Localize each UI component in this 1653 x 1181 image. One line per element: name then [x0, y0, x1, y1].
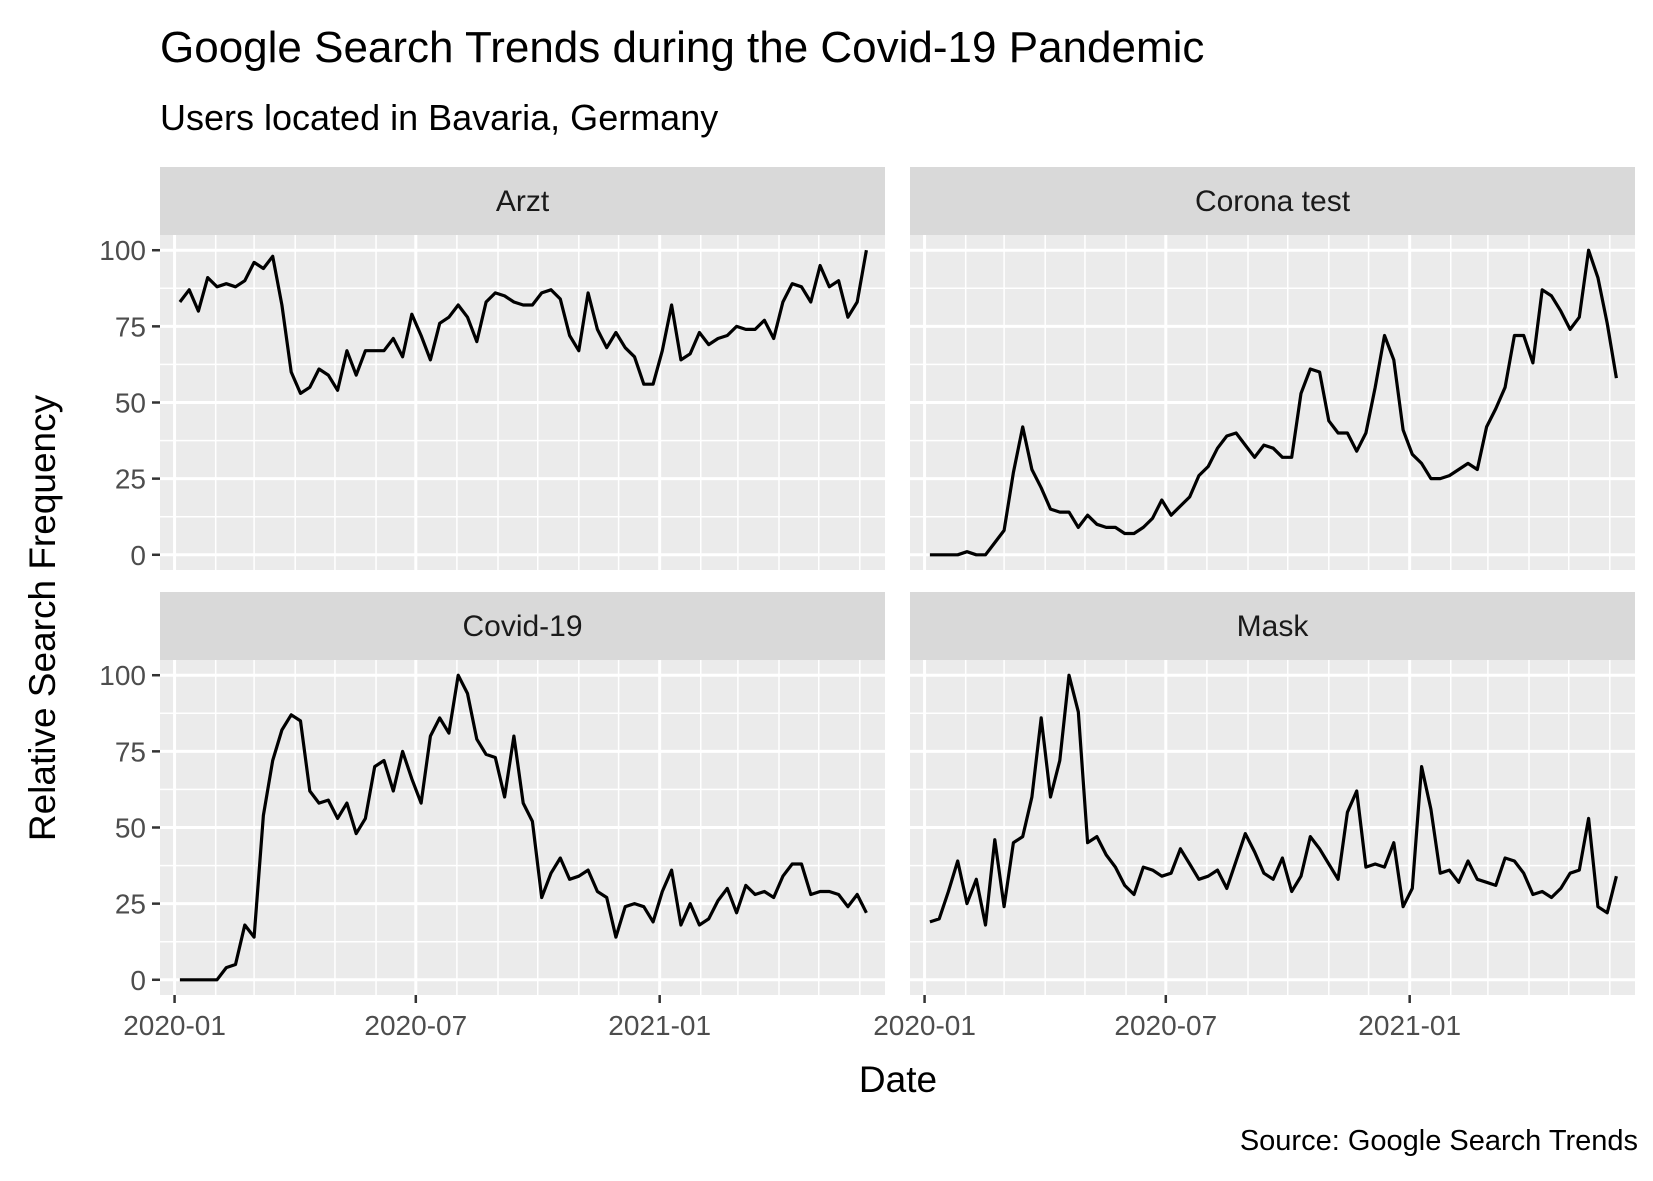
- chart-title: Google Search Trends during the Covid-19…: [160, 23, 1204, 72]
- y-tick-label: 75: [115, 736, 146, 767]
- facet-strip: [910, 167, 1635, 235]
- y-tick-label: 100: [99, 235, 146, 266]
- x-tick-label: 2021-01: [608, 1010, 711, 1041]
- x-tick-label: 2020-07: [364, 1010, 467, 1041]
- series-line-corona-test: [929, 248, 1618, 557]
- x-tick-label: 2021-01: [1358, 1010, 1461, 1041]
- x-tick-label: 2020-01: [123, 1010, 226, 1041]
- facet-panel: Corona test: [910, 167, 1635, 570]
- facet-strip: [160, 592, 885, 660]
- y-tick-label: 50: [115, 388, 146, 419]
- y-axis-title: Relative Search Frequency: [22, 394, 63, 841]
- y-tick-label: 0: [130, 965, 146, 996]
- x-tick-label: 2020-07: [1114, 1010, 1217, 1041]
- facet-panel: Mask 2020-01 2020-07 2021-01: [873, 592, 1635, 1041]
- facet-panel: Covid-19 0 25 50 75 100 2020-01 2020-07 2021-01: [99, 592, 885, 1041]
- facet-strip: [160, 167, 885, 235]
- facet-label: Arzt: [496, 185, 550, 218]
- y-tick-label: 50: [115, 813, 146, 844]
- facet-label: Covid-19: [462, 610, 582, 643]
- facet-label: Corona test: [1195, 185, 1351, 218]
- facet-panel: Arzt 0 25 50 75 100: [99, 167, 885, 571]
- y-tick-label: 25: [115, 464, 146, 495]
- facet-strip: [910, 592, 1635, 660]
- y-tick-label: 75: [115, 311, 146, 342]
- x-tick-label: 2020-01: [873, 1010, 976, 1041]
- facet-panels: Arzt 0 25 50 75 100 Corona test Covid-19 0 25 50 75…: [99, 167, 1635, 1041]
- series-line-arzt: [178, 249, 868, 395]
- chart-caption: Source: Google Search Trends: [1240, 1125, 1638, 1157]
- chart-subtitle: Users located in Bavaria, Germany: [160, 97, 718, 138]
- facet-label: Mask: [1237, 610, 1310, 643]
- x-axis-title: Date: [859, 1059, 937, 1100]
- y-tick-label: 0: [130, 540, 146, 571]
- series-line-mask: [929, 673, 1618, 927]
- y-tick-label: 25: [115, 889, 146, 920]
- y-tick-label: 100: [99, 660, 146, 691]
- series-line-covid-19: [179, 673, 868, 982]
